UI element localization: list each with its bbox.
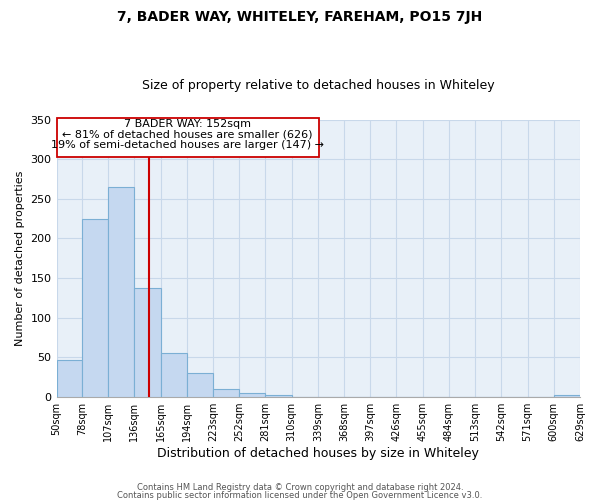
Bar (213, 389, 239, 397)
Bar (187, 372, 213, 397)
Y-axis label: Number of detached properties: Number of detached properties (15, 170, 25, 346)
Text: 19% of semi-detached houses are larger (147) →: 19% of semi-detached houses are larger (… (51, 140, 324, 150)
X-axis label: Distribution of detached houses by size in Whiteley: Distribution of detached houses by size … (157, 447, 479, 460)
Bar (161, 354, 187, 397)
FancyBboxPatch shape (56, 118, 319, 157)
Bar (134, 288, 161, 397)
Bar (56, 360, 82, 397)
Text: 7 BADER WAY: 152sqm: 7 BADER WAY: 152sqm (124, 120, 251, 130)
Bar (82, 220, 108, 397)
Text: Contains HM Land Registry data © Crown copyright and database right 2024.: Contains HM Land Registry data © Crown c… (137, 484, 463, 492)
Bar (554, 396, 580, 397)
Text: 7, BADER WAY, WHITELEY, FAREHAM, PO15 7JH: 7, BADER WAY, WHITELEY, FAREHAM, PO15 7J… (118, 10, 482, 24)
Bar (239, 393, 265, 397)
Text: ← 81% of detached houses are smaller (626): ← 81% of detached houses are smaller (62… (62, 130, 313, 140)
Title: Size of property relative to detached houses in Whiteley: Size of property relative to detached ho… (142, 79, 494, 92)
Bar (265, 396, 292, 397)
Bar (108, 187, 134, 397)
Text: Contains public sector information licensed under the Open Government Licence v3: Contains public sector information licen… (118, 490, 482, 500)
